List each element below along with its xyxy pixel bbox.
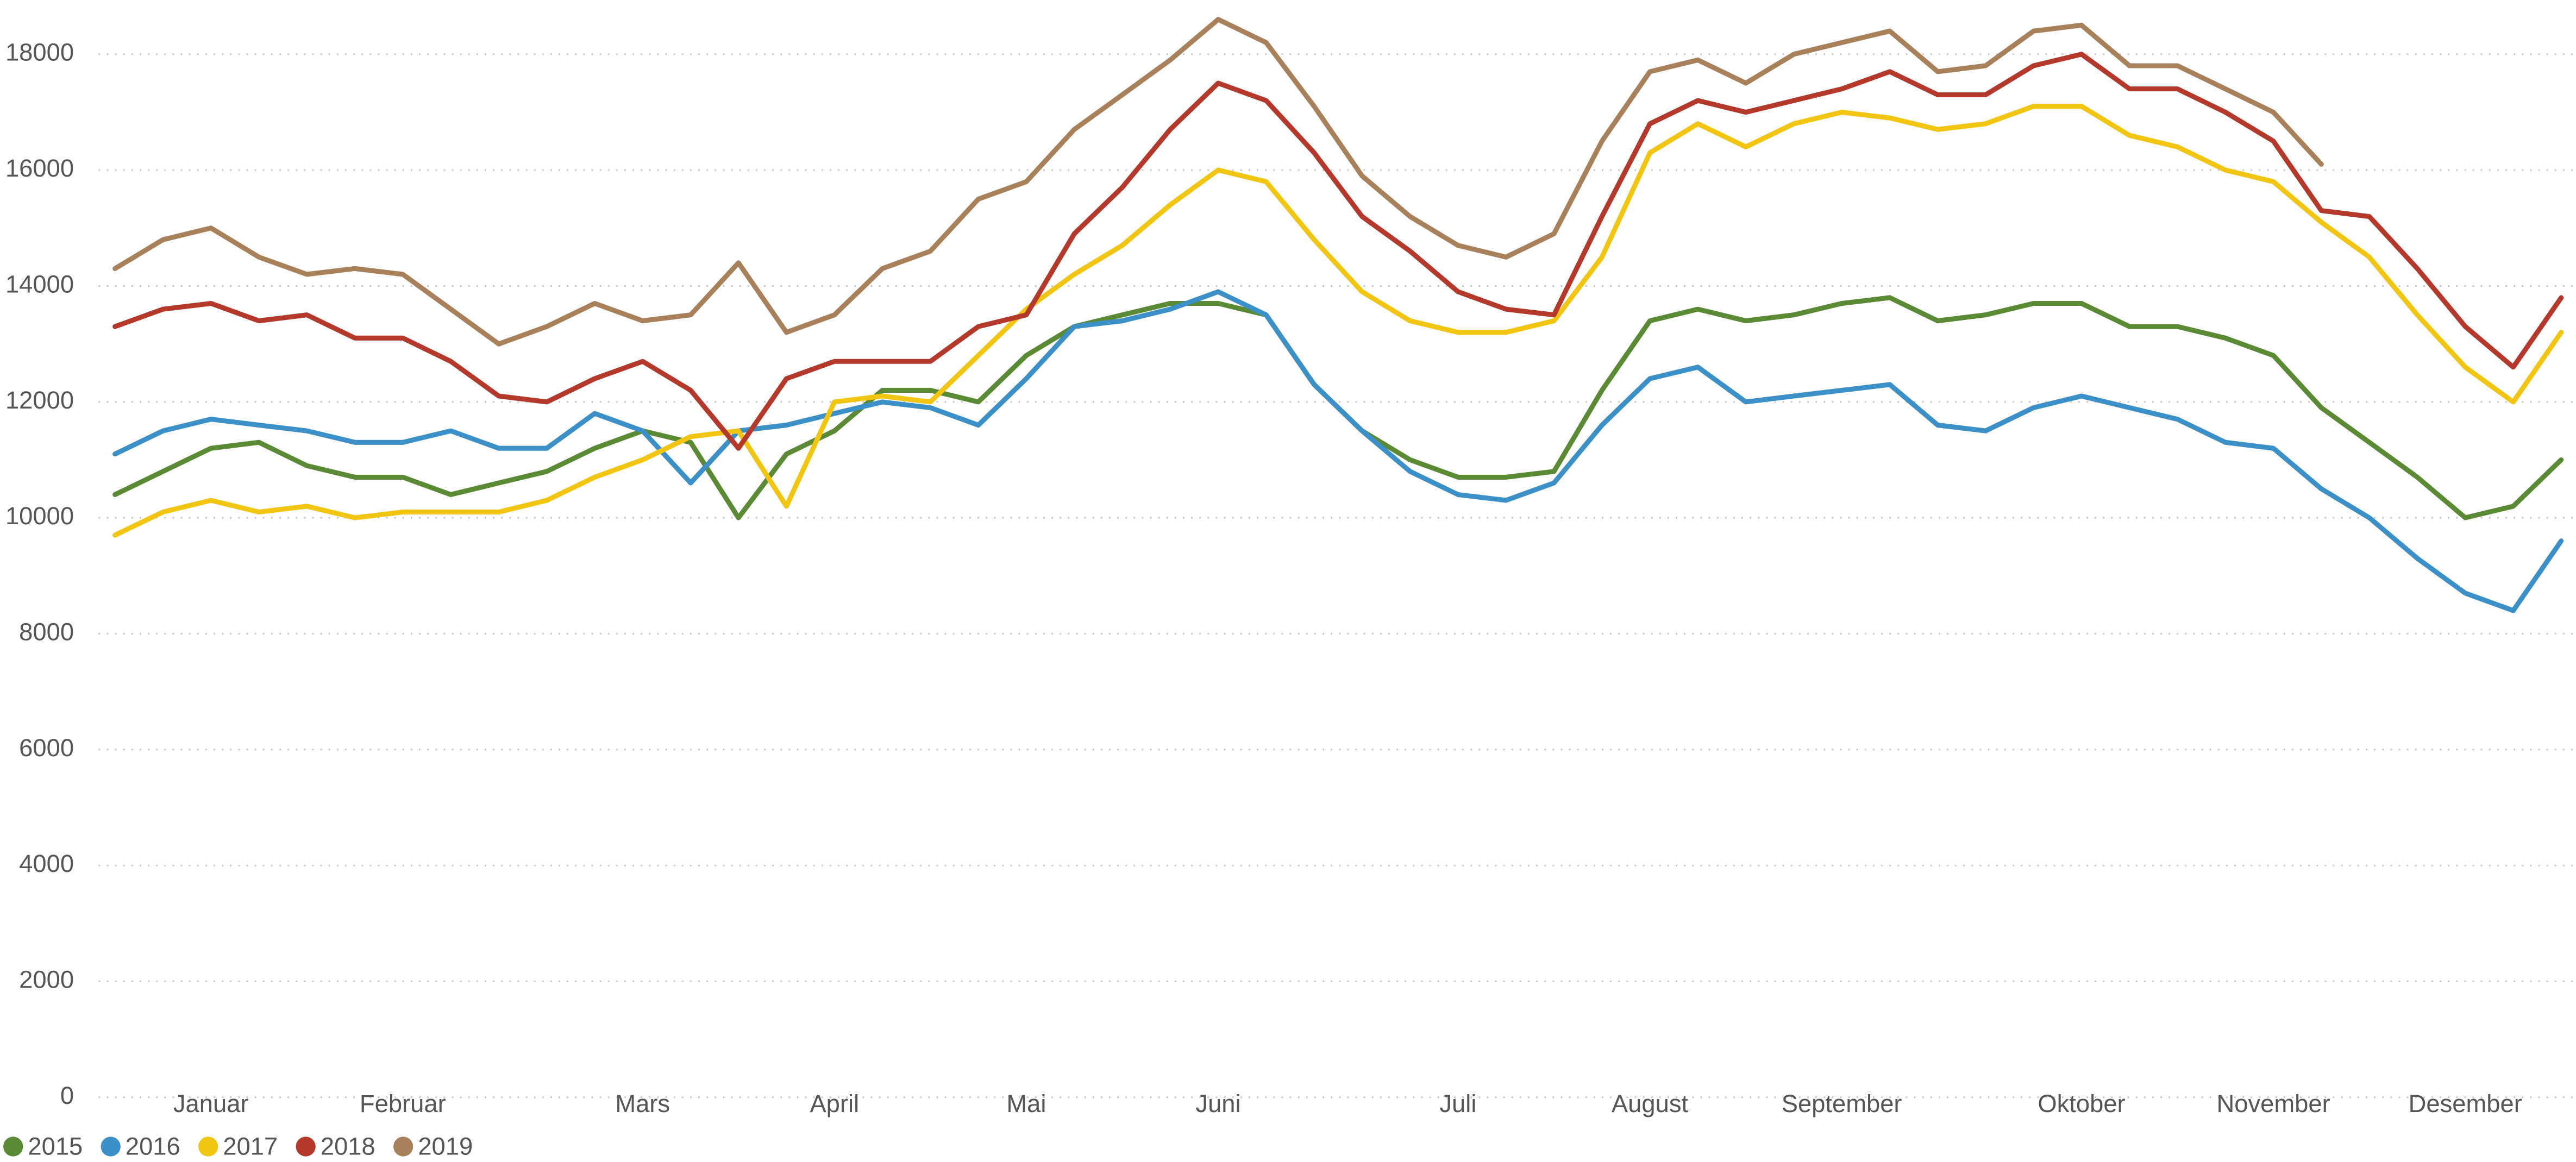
- legend-marker: [101, 1136, 121, 1157]
- y-tick-label: 18000: [5, 39, 74, 66]
- y-tick-label: 10000: [5, 502, 74, 530]
- y-tick-label: 0: [60, 1082, 74, 1109]
- x-tick-label: Juli: [1439, 1090, 1476, 1117]
- legend-marker: [393, 1136, 413, 1157]
- legend-label: 2015: [28, 1133, 83, 1160]
- x-tick-label: Desember: [2409, 1090, 2522, 1117]
- x-tick-label: Juni: [1195, 1090, 1240, 1117]
- y-tick-label: 12000: [5, 386, 74, 414]
- y-tick-label: 2000: [19, 965, 74, 993]
- legend-label: 2016: [126, 1133, 180, 1160]
- series-line: [112, 289, 2564, 613]
- y-tick-label: 8000: [19, 618, 74, 645]
- y-tick-label: 14000: [5, 270, 74, 298]
- legend-label: 2017: [223, 1133, 278, 1160]
- series-line: [112, 17, 2324, 347]
- x-tick-label: Oktober: [2038, 1090, 2125, 1117]
- x-tick-label: Mai: [1006, 1090, 1046, 1117]
- legend-marker: [3, 1136, 23, 1157]
- series-line: [112, 104, 2564, 538]
- x-tick-label: September: [1782, 1090, 1902, 1117]
- x-tick-label: Februar: [360, 1090, 446, 1117]
- y-tick-label: 4000: [19, 850, 74, 877]
- x-tick-label: November: [2217, 1090, 2330, 1117]
- legend-label: 2019: [418, 1133, 473, 1160]
- series-line: [112, 52, 2564, 451]
- y-tick-label: 6000: [19, 734, 74, 762]
- legend-label: 2018: [321, 1133, 375, 1160]
- legend-marker: [296, 1136, 316, 1157]
- x-tick-label: August: [1612, 1090, 1689, 1117]
- legend-marker: [198, 1136, 218, 1157]
- y-tick-label: 16000: [5, 154, 74, 182]
- x-tick-label: Mars: [615, 1090, 670, 1117]
- x-tick-label: April: [810, 1090, 859, 1117]
- x-tick-label: Januar: [173, 1090, 249, 1117]
